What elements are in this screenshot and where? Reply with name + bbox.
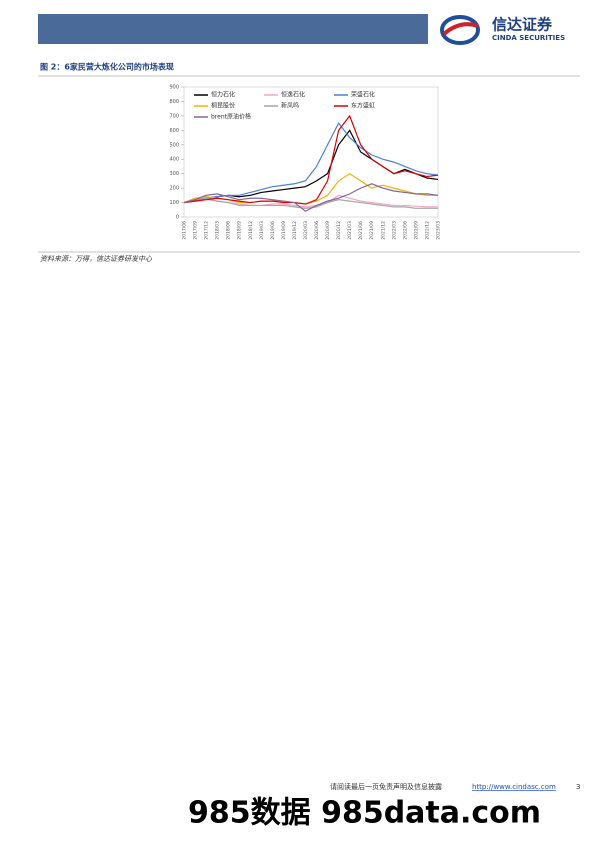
x-tick-label: 2021/06: [358, 221, 364, 240]
logo-ring: [440, 15, 480, 45]
x-tick-label: 2017/12: [204, 221, 210, 240]
legend-label: 桐昆股份: [211, 102, 235, 110]
x-tick-label: 2022/06: [402, 221, 408, 240]
y-tick-label: 900: [169, 85, 179, 91]
logo-swoosh: [442, 22, 479, 36]
series-line: [183, 194, 438, 208]
y-tick-label: 600: [169, 128, 179, 134]
x-tick-label: 2020/09: [325, 221, 331, 240]
x-tick-label: 2019/03: [259, 221, 265, 240]
x-tick-label: 2017/09: [193, 221, 199, 240]
x-tick-label: 2017/06: [182, 221, 188, 240]
x-tick-label: 2021/09: [369, 221, 375, 240]
x-tick-label: 2018/12: [248, 221, 254, 240]
series-line: [183, 183, 439, 212]
y-tick-label: 500: [169, 142, 179, 148]
page-number: 3: [576, 783, 580, 791]
x-tick-label: 2020/03: [303, 221, 309, 240]
legend-label: brent原油价格: [211, 113, 251, 121]
x-tick-label: 2018/06: [226, 221, 232, 240]
footer-disclaimer: 请阅读最后一页免责声明及信息披露: [330, 782, 442, 791]
x-tick-label: 2022/03: [391, 221, 397, 240]
legend-label: 恒力石化: [211, 91, 235, 99]
logo-en: CINDA SECURITIES: [492, 34, 565, 42]
figure-source: 资料来源：万得，信达证券研发中心: [40, 255, 153, 263]
x-tick-label: 2021/12: [380, 221, 386, 240]
legend-label: 东方盛虹: [351, 102, 375, 110]
legend-label: 荣盛石化: [351, 91, 375, 99]
x-tick-label: 2022/12: [424, 221, 430, 240]
header-bar: [38, 14, 428, 44]
series-line: [183, 121, 439, 204]
logo-cn: 信达证券: [492, 16, 553, 34]
x-tick-label: 2019/09: [281, 221, 287, 240]
y-tick-label: 800: [169, 99, 179, 105]
x-tick-label: 2021/03: [347, 221, 353, 240]
y-tick-label: 700: [169, 113, 179, 119]
x-tick-label: 2019/12: [292, 221, 298, 240]
series-line: [183, 114, 439, 205]
x-tick-label: 2022/09: [413, 221, 419, 240]
x-tick-label: 2020/06: [314, 221, 320, 240]
plot-frame: [183, 86, 439, 218]
series-line: [183, 197, 438, 209]
legend-label: 恒逸石化: [281, 91, 305, 99]
y-tick-label: 0: [176, 215, 179, 221]
y-tick-label: 400: [169, 157, 179, 163]
x-tick-label: 2020/12: [336, 221, 342, 240]
figure-caption: 图 2：6家民营大炼化公司的市场表现: [40, 62, 174, 72]
watermark: 985数据 985data.com: [188, 796, 541, 831]
footer-url[interactable]: http://www.cindasc.com: [472, 783, 556, 791]
logo: 信达证券 CINDA SECURITIES: [440, 15, 565, 45]
x-tick-label: 2018/09: [237, 221, 243, 240]
chart: 0 100 200 300 400 500 600 700 800 900 2017/06 2017/…: [169, 85, 441, 240]
y-tick-label: 100: [169, 200, 179, 206]
legend-label: 新凤鸣: [281, 102, 299, 110]
x-tick-label: 2023/03: [436, 221, 442, 240]
x-tick-label: 2018/03: [215, 221, 221, 240]
y-tick-label: 300: [169, 171, 179, 177]
y-tick-label: 200: [169, 186, 179, 192]
x-tick-label: 2019/06: [270, 221, 276, 240]
